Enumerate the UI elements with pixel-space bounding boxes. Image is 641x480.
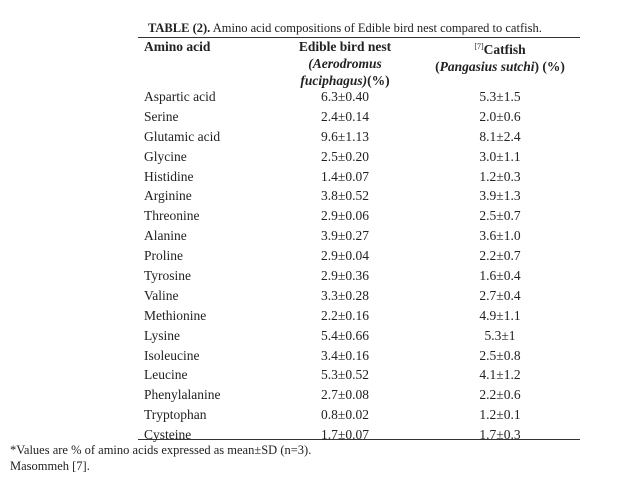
- table-row: Histidine 1.4±0.07 1.2±0.3: [138, 167, 580, 187]
- catfish-value: 3.0±1.1: [479, 148, 521, 164]
- bird-nest-value: 2.4±0.14: [321, 108, 369, 124]
- bird-nest-value: 3.9±0.27: [321, 228, 369, 244]
- table-row: Cysteine 1.7±0.07 1.7±0.3: [138, 425, 580, 445]
- bird-nest-value: 1.7±0.07: [321, 427, 369, 443]
- bird-nest-value: 2.5±0.20: [321, 148, 369, 164]
- table-row: Phenylalanine 2.7±0.08 2.2±0.6: [138, 385, 580, 405]
- bird-nest-value: 6.3±0.40: [321, 89, 369, 104]
- catfish-value: 2.2±0.7: [479, 248, 521, 264]
- bird-nest-value: 5.3±0.52: [321, 367, 369, 383]
- table-top-rule: [138, 37, 580, 38]
- table-row: Glutamic acid 9.6±1.13 8.1±2.4: [138, 127, 580, 147]
- header-bird-nest-line2: (Aerodromus: [308, 56, 382, 71]
- catfish-value: 5.3±1.5: [479, 89, 521, 104]
- catfish-value: 8.1±2.4: [479, 128, 521, 144]
- amino-acid-name: Phenylalanine: [144, 387, 221, 403]
- table-row: Alanine 3.9±0.27 3.6±1.0: [138, 226, 580, 246]
- header-catfish-line1: [7]Catfish: [474, 42, 526, 57]
- bird-nest-value: 2.9±0.04: [321, 248, 369, 264]
- amino-acid-name: Tyrosine: [144, 268, 192, 284]
- bird-nest-value: 2.2±0.16: [321, 307, 369, 323]
- table-row: Isoleucine 3.4±0.16 2.5±0.8: [138, 346, 580, 366]
- catfish-value: 2.5±0.8: [479, 347, 521, 363]
- catfish-value: 2.2±0.6: [479, 387, 521, 403]
- catfish-value: 2.7±0.4: [479, 287, 521, 303]
- catfish-value: 3.9±1.3: [479, 188, 521, 204]
- amino-acid-name: Alanine: [144, 228, 187, 244]
- bird-nest-value: 9.6±1.13: [321, 128, 369, 144]
- caption-label: TABLE (2).: [148, 21, 211, 35]
- header-bird-nest-line1: Edible bird nest: [298, 39, 392, 54]
- table-row: Threonine 2.9±0.06 2.5±0.7: [138, 206, 580, 226]
- catfish-value: 1.2±0.1: [479, 407, 521, 423]
- amino-acid-name: Methionine: [144, 307, 207, 323]
- bird-nest-value: 2.9±0.06: [321, 208, 369, 224]
- table-body: Aspartic acid 6.3±0.40 5.3±1.5 Serine 2.4±0.…: [138, 87, 580, 445]
- table-row: Valine 3.3±0.28 2.7±0.4: [138, 286, 580, 306]
- bird-nest-value: 2.9±0.36: [321, 268, 369, 284]
- bird-nest-value: 5.4±0.66: [321, 327, 369, 343]
- caption-text: Amino acid compositions of Edible bird n…: [212, 21, 542, 35]
- amino-acid-name: Glycine: [144, 148, 187, 164]
- amino-acid-name: Arginine: [144, 188, 192, 204]
- amino-acid-name: Threonine: [144, 208, 200, 224]
- table-row: Aspartic acid 6.3±0.40 5.3±1.5: [138, 87, 580, 107]
- table-row: Arginine 3.8±0.52 3.9±1.3: [138, 186, 580, 206]
- bird-nest-value: 0.8±0.02: [321, 407, 369, 423]
- catfish-value: 1.7±0.3: [479, 427, 521, 443]
- table-row: Glycine 2.5±0.20 3.0±1.1: [138, 147, 580, 167]
- table-footnote: *Values are % of amino acids expressed a…: [10, 442, 311, 474]
- amino-acid-name: Histidine: [144, 168, 194, 184]
- table-row: Serine 2.4±0.14 2.0±0.6: [138, 107, 580, 127]
- table-row: Proline 2.9±0.04 2.2±0.7: [138, 246, 580, 266]
- table-caption: TABLE (2). Amino acid compositions of Ed…: [148, 20, 588, 36]
- catfish-value: 2.0±0.6: [479, 108, 521, 124]
- catfish-value: 4.1±1.2: [479, 367, 521, 383]
- bird-nest-value: 3.3±0.28: [321, 287, 369, 303]
- header-bird-nest-line3: fuciphagus)(%): [300, 73, 390, 88]
- catfish-value: 3.6±1.0: [479, 228, 521, 244]
- catfish-value: 1.2±0.3: [479, 168, 521, 184]
- header-catfish: [7]Catfish (Pangasius sutchi) (%): [420, 38, 580, 75]
- catfish-reference: [7]: [474, 42, 484, 51]
- footnote-source: Masommeh [7].: [10, 459, 90, 473]
- catfish-value: 1.6±0.4: [479, 268, 521, 284]
- footnote-values: *Values are % of amino acids expressed a…: [10, 443, 312, 457]
- bird-nest-value: 3.8±0.52: [321, 188, 369, 204]
- amino-acid-name: Isoleucine: [144, 347, 200, 363]
- bird-nest-value: 1.4±0.07: [321, 168, 369, 184]
- table-row: Leucine 5.3±0.52 4.1±1.2: [138, 365, 580, 385]
- table-row: Tryptophan 0.8±0.02 1.2±0.1: [138, 405, 580, 425]
- amino-acid-name: Aspartic acid: [144, 89, 216, 104]
- bird-nest-value: 2.7±0.08: [321, 387, 369, 403]
- amino-acid-name: Leucine: [144, 367, 188, 383]
- header-amino-acid: Amino acid: [144, 39, 211, 54]
- bird-nest-value: 3.4±0.16: [321, 347, 369, 363]
- header-catfish-line2: (Pangasius sutchi) (%): [435, 59, 565, 74]
- amino-acid-name: Proline: [144, 248, 183, 264]
- amino-acid-name: Valine: [144, 287, 179, 303]
- catfish-value: 5.3±1: [484, 327, 516, 343]
- table-row: Lysine 5.4±0.66 5.3±1: [138, 326, 580, 346]
- amino-acid-name: Serine: [144, 108, 179, 124]
- amino-acid-name: Tryptophan: [144, 407, 207, 423]
- amino-acid-name: Lysine: [144, 327, 180, 343]
- table-row: Tyrosine 2.9±0.36 1.6±0.4: [138, 266, 580, 286]
- table-bottom-rule: [138, 439, 580, 440]
- catfish-value: 4.9±1.1: [479, 307, 521, 323]
- catfish-value: 2.5±0.7: [479, 208, 521, 224]
- amino-acid-name: Glutamic acid: [144, 128, 221, 144]
- amino-acid-name: Cysteine: [144, 427, 192, 443]
- table-row: Methionine 2.2±0.16 4.9±1.1: [138, 306, 580, 326]
- header-edible-bird-nest: Edible bird nest (Aerodromus fuciphagus)…: [282, 38, 408, 89]
